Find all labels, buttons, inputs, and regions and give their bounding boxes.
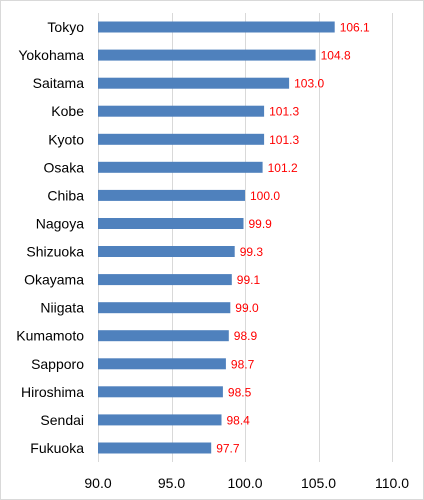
data-label-kobe: 101.3 [269, 105, 299, 119]
bar-tokyo [98, 21, 335, 33]
bar-sapporo [98, 358, 226, 370]
category-label-nagoya: Nagoya [36, 216, 84, 232]
bar-kumamoto [98, 330, 229, 342]
x-tick-label-4: 110.0 [375, 475, 409, 491]
data-label-yokohama: 104.8 [321, 49, 351, 63]
category-label-saitama: Saitama [33, 75, 85, 91]
category-label-osaka: Osaka [44, 159, 85, 175]
bar-kobe [98, 105, 265, 117]
data-label-okayama: 99.1 [237, 273, 261, 287]
category-label-fukuoka: Fukuoka [30, 440, 84, 456]
category-label-yokohama: Yokohama [18, 47, 84, 63]
category-label-tokyo: Tokyo [47, 19, 84, 35]
bar-yokohama [98, 49, 316, 61]
category-label-sapporo: Sapporo [31, 356, 84, 372]
bar-hiroshima [98, 386, 223, 398]
bar-fukuoka [98, 442, 212, 454]
bar-okayama [98, 274, 232, 286]
x-tick-label-0: 90.0 [84, 475, 111, 491]
data-label-niigata: 99.0 [235, 301, 259, 315]
bar-kyoto [98, 133, 265, 145]
category-label-hiroshima: Hiroshima [21, 384, 84, 400]
category-label-kumamoto: Kumamoto [16, 328, 84, 344]
bar-saitama [98, 77, 290, 89]
data-label-chiba: 100.0 [250, 189, 280, 203]
x-tick-label-1: 95.0 [158, 475, 185, 491]
data-label-kyoto: 101.3 [269, 133, 299, 147]
x-tick-label-3: 105.0 [301, 475, 336, 491]
category-label-kyoto: Kyoto [48, 131, 84, 147]
bar-niigata [98, 302, 231, 314]
data-label-hiroshima: 98.5 [228, 385, 252, 399]
data-label-saitama: 103.0 [294, 77, 324, 91]
category-label-shizuoka: Shizuoka [26, 244, 84, 260]
bar-sendai [98, 414, 222, 426]
data-label-sapporo: 98.7 [231, 357, 255, 371]
category-label-chiba: Chiba [47, 187, 84, 203]
data-label-sendai: 98.4 [227, 413, 251, 427]
bar-shizuoka [98, 246, 235, 257]
category-label-niigata: Niigata [40, 300, 84, 316]
data-label-fukuoka: 97.7 [216, 442, 240, 456]
data-label-osaka: 101.2 [268, 161, 298, 175]
bar-osaka [98, 161, 263, 173]
data-label-kumamoto: 98.9 [234, 329, 258, 343]
x-tick-label-2: 100.0 [227, 475, 262, 491]
category-label-kobe: Kobe [51, 103, 84, 119]
data-label-tokyo: 106.1 [340, 21, 370, 35]
bar-nagoya [98, 218, 244, 229]
category-label-sendai: Sendai [40, 412, 84, 428]
category-label-okayama: Okayama [24, 272, 84, 288]
data-label-nagoya: 99.9 [249, 217, 273, 231]
bar-chiba [98, 189, 245, 201]
data-label-shizuoka: 99.3 [240, 245, 264, 259]
